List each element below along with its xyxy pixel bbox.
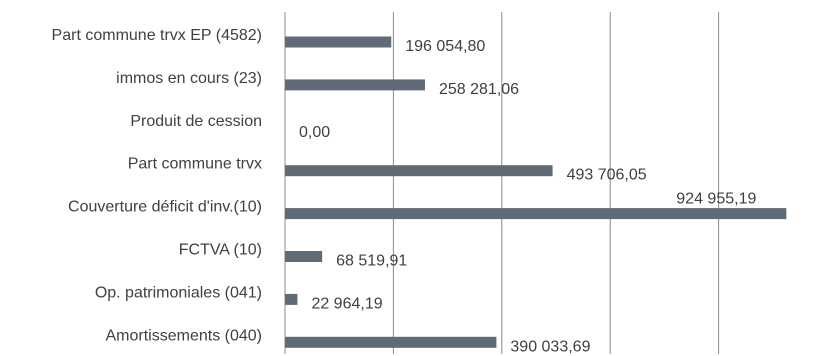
category-label: Couverture déficit d'inv.(10)	[68, 199, 262, 216]
category-label: immos en cours (23)	[116, 70, 262, 87]
bar	[285, 336, 497, 348]
value-label: 258 281,06	[439, 81, 519, 98]
category-label: Part commune trvx	[128, 156, 262, 173]
value-labels: 196 054,80 258 281,06 0,00 493 706,05 924 95…	[299, 38, 756, 355]
value-label: 22 964,19	[311, 295, 382, 312]
value-label: 196 054,80	[405, 38, 485, 55]
bar	[285, 251, 323, 262]
category-label: Produit de cession	[130, 113, 262, 130]
value-label: 0,00	[299, 124, 330, 141]
value-label: 68 519,91	[336, 253, 407, 270]
bar	[285, 165, 553, 177]
value-label: 924 955,19	[676, 191, 756, 208]
bar	[285, 208, 787, 220]
value-label: 493 706,05	[567, 167, 647, 184]
category-labels: Part commune trvx EP (4582) immos en cour…	[52, 27, 262, 344]
category-label: Part commune trvx EP (4582)	[52, 27, 262, 44]
bar	[285, 36, 392, 48]
value-label: 390 033,69	[510, 338, 590, 355]
category-label: Amortissements (040)	[106, 327, 263, 344]
category-label: FCTVA (10)	[179, 242, 262, 259]
bar	[285, 79, 425, 91]
category-label: Op. patrimoniales (041)	[95, 284, 262, 301]
bar	[285, 293, 298, 305]
bars	[285, 36, 787, 348]
